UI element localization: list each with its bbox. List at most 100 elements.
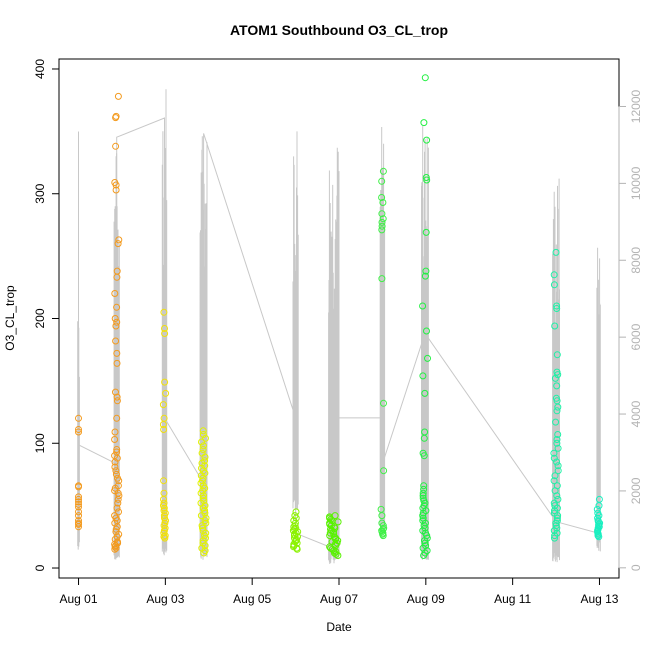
data-point [160, 477, 168, 485]
data-point [551, 534, 558, 542]
y-tick-label: 100 [33, 433, 47, 453]
data-points [75, 74, 604, 559]
chart-title: ATOM1 Southbound O3_CL_trop [230, 22, 448, 38]
data-point [422, 228, 430, 236]
x-tick-label: Aug 03 [146, 592, 184, 606]
data-point [554, 371, 562, 379]
data-point [199, 524, 206, 532]
data-point [552, 418, 560, 426]
data-point [423, 136, 431, 144]
data-point [334, 518, 342, 526]
data-point [551, 322, 559, 330]
data-point [420, 434, 428, 442]
data-point [112, 388, 119, 396]
data-point [552, 248, 560, 256]
data-point [550, 499, 558, 507]
data-point [201, 507, 209, 515]
data-point [595, 533, 603, 541]
data-point [161, 378, 169, 386]
altitude-profile-spikes [379, 127, 386, 537]
data-point [423, 327, 430, 335]
data-point [380, 399, 387, 407]
data-point [202, 434, 209, 442]
data-point [420, 452, 428, 460]
data-point [112, 470, 120, 478]
data-point [553, 458, 561, 466]
data-point [551, 487, 559, 495]
data-point [553, 439, 561, 447]
data-point [554, 495, 562, 503]
y2-tick-label: 2000 [629, 477, 643, 504]
data-point [160, 504, 168, 512]
y2-tick-label: 0 [629, 564, 643, 571]
data-point [378, 222, 386, 230]
altitude-profile-spikes [552, 178, 560, 563]
data-point [419, 372, 427, 380]
data-point [550, 477, 558, 485]
data-point [75, 508, 82, 516]
data-point [113, 349, 121, 357]
altitude-profile-spikes [161, 89, 168, 556]
data-point [113, 504, 121, 512]
x-tick-label: Aug 07 [320, 592, 358, 606]
y-tick-label: 400 [33, 59, 47, 79]
data-point [551, 532, 559, 540]
data-point [198, 438, 205, 446]
data-point [553, 407, 561, 415]
data-point [554, 462, 562, 470]
data-point [114, 499, 122, 507]
altitude-profile-spikes [328, 147, 340, 564]
data-point [378, 177, 386, 185]
y2-tick-label: 4000 [629, 400, 643, 427]
data-point [421, 389, 429, 397]
data-point [595, 502, 603, 510]
data-point [199, 446, 207, 453]
data-point [551, 507, 558, 515]
data-point [111, 545, 119, 553]
data-point [160, 533, 168, 541]
data-point [553, 514, 561, 522]
data-point [423, 176, 431, 184]
data-point [553, 492, 561, 500]
y2-tick-label: 6000 [629, 323, 643, 350]
x-tick-label: Aug 01 [60, 592, 98, 606]
data-point [114, 240, 122, 248]
data-point [379, 215, 387, 223]
data-point [420, 552, 428, 559]
data-point [332, 550, 340, 558]
data-point [112, 467, 120, 475]
data-point [550, 454, 558, 462]
data-point [111, 543, 119, 551]
data-point [419, 302, 427, 310]
data-point [113, 446, 121, 453]
data-point [553, 382, 561, 390]
data-point [111, 436, 119, 443]
data-point [111, 458, 119, 466]
data-point [161, 534, 169, 542]
data-point [420, 119, 428, 127]
data-point [112, 337, 120, 345]
data-point [553, 436, 561, 443]
data-point [75, 495, 82, 503]
data-point [112, 114, 120, 122]
data-point [552, 519, 560, 527]
y-tick-label: 300 [33, 183, 47, 203]
x-tick-label: Aug 09 [407, 592, 445, 606]
data-point [75, 523, 82, 531]
data-point [75, 512, 82, 520]
data-point [75, 426, 82, 433]
data-point [422, 174, 430, 181]
data-point [159, 401, 167, 409]
data-point [419, 489, 427, 497]
data-point [112, 142, 120, 150]
data-point [200, 492, 207, 500]
data-point [112, 544, 120, 552]
data-point [334, 552, 342, 559]
data-point [201, 453, 209, 461]
data-point [75, 493, 82, 501]
data-point [161, 330, 169, 337]
data-point [379, 532, 387, 540]
data-point [422, 267, 430, 275]
data-point [113, 397, 121, 405]
